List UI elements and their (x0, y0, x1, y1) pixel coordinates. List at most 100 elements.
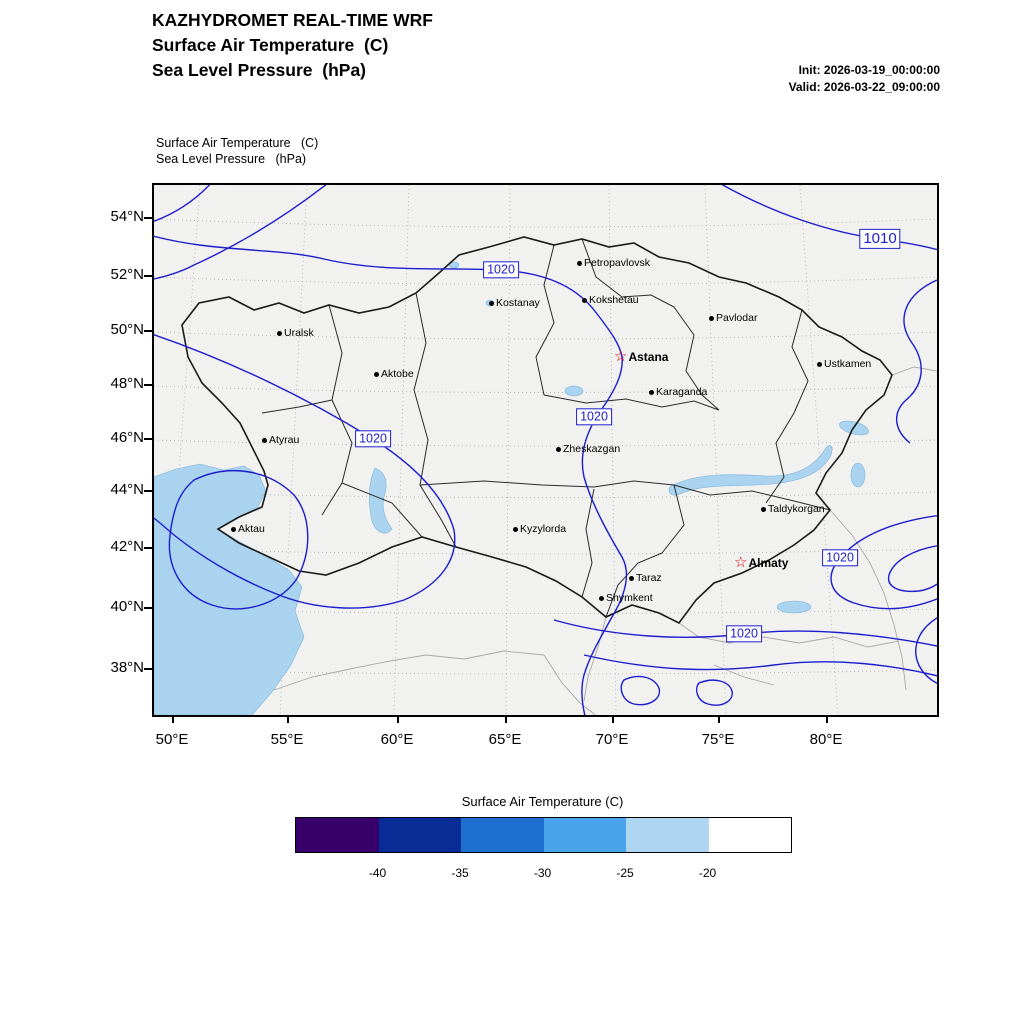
city-marker: Shymkent (599, 592, 653, 604)
city-label: Taraz (636, 572, 662, 584)
y-axis-tick (144, 275, 152, 277)
city-label: Aktau (238, 523, 265, 535)
city-label: Shymkent (606, 592, 653, 604)
capital-label: Almaty (748, 555, 789, 570)
lake-tengiz (564, 385, 584, 397)
map-overlay: Petropavlovsk Kostanay Kokshetau Pavlodar Ur… (154, 185, 937, 715)
city-marker: Karaganda (649, 386, 707, 398)
x-axis-tick (172, 715, 174, 723)
city-dot (582, 297, 587, 303)
y-axis-tick (144, 607, 152, 609)
capital-star-icon: ☆ (734, 553, 748, 571)
city-marker: Ustkamen (817, 358, 871, 370)
lake-issykkul (776, 600, 812, 614)
city-marker: Aktau (231, 523, 265, 535)
x-axis-tick (287, 715, 289, 723)
colorbar-segment (626, 818, 709, 852)
y-axis-tick (144, 668, 152, 670)
x-axis-label: 80°E (809, 731, 843, 748)
y-axis-label: 48°N (110, 375, 144, 392)
x-axis-tick (718, 715, 720, 723)
y-axis-label: 46°N (110, 429, 144, 446)
map-subtitle-pressure: Sea Level Pressure (hPa) (156, 152, 307, 167)
region-borders (262, 239, 830, 617)
neighbor-borders (274, 367, 937, 715)
lake-balkhash (669, 445, 832, 495)
colorbar-tick-label: -25 (616, 866, 634, 880)
x-axis-tick (612, 715, 614, 723)
map-frame: Petropavlovsk Kostanay Kokshetau Pavlodar Ur… (152, 183, 939, 717)
colorbar-segment (461, 818, 544, 852)
page-subtitle-temperature: Surface Air Temperature (C) (152, 34, 389, 55)
city-label: Petropavlovsk (584, 257, 650, 269)
contour-label: 1020 (576, 408, 612, 426)
page-subtitle-pressure: Sea Level Pressure (hPa) (152, 59, 366, 80)
city-label: Zheskazgan (563, 443, 621, 455)
lake-alakol (850, 462, 866, 488)
city-dot (513, 526, 518, 532)
map-canvas (154, 185, 937, 715)
city-dot (761, 506, 766, 512)
city-label: Kyzylorda (520, 523, 567, 535)
colorbar-segment (378, 818, 461, 852)
capital-marker: ☆ Astana (614, 349, 668, 364)
colorbar-segment (708, 818, 791, 852)
city-marker: Taldykorgan (761, 503, 825, 515)
caspian-sea (154, 464, 304, 715)
page-title: KAZHYDROMET REAL-TIME WRF (152, 10, 433, 30)
x-axis-label: 75°E (701, 731, 735, 748)
y-axis-tick (144, 438, 152, 440)
colorbar-tick-label: -35 (451, 866, 469, 880)
city-dot (374, 371, 379, 377)
city-marker: Uralsk (277, 327, 314, 339)
contour-label: 1010 (859, 228, 901, 250)
y-axis-label: 50°N (110, 321, 144, 338)
city-label: Uralsk (284, 327, 314, 339)
city-marker: Kyzylorda (513, 523, 566, 535)
y-axis-label: 42°N (110, 538, 144, 555)
city-label: Atyrau (269, 434, 300, 446)
city-marker: Atyrau (262, 434, 299, 446)
aral-sea (369, 468, 392, 533)
city-dot (556, 446, 561, 452)
contour-label: 1020 (483, 261, 519, 279)
city-dot (817, 361, 822, 367)
city-label: Karaganda (656, 386, 708, 398)
x-axis-label: 55°E (270, 731, 304, 748)
city-marker: Pavlodar (709, 312, 757, 324)
y-axis-label: 38°N (110, 659, 144, 676)
city-dot (629, 575, 634, 581)
city-marker: Taraz (629, 572, 662, 584)
map-subtitle-temperature: Surface Air Temperature (C) (156, 136, 319, 150)
x-axis-label: 70°E (595, 731, 629, 748)
capital-marker: ☆ Almaty (734, 555, 788, 570)
colorbar-bar (295, 817, 792, 853)
run-times: Init: 2026-03-19_00:00:00 Valid: 2026-03… (789, 62, 940, 97)
colorbar-tick-label: -30 (533, 866, 552, 880)
y-axis-tick (144, 384, 152, 386)
contour-label: 1020 (355, 430, 391, 448)
city-dot (649, 389, 654, 395)
x-axis-tick (505, 715, 507, 723)
city-label: Pavlodar (716, 312, 758, 324)
capital-label: Astana (628, 349, 669, 364)
colorbar-segment (543, 818, 626, 852)
contour-label: 1020 (822, 549, 858, 567)
city-dot (231, 526, 236, 532)
y-axis-tick (144, 490, 152, 492)
city-label: Taldykorgan (768, 503, 825, 515)
city-dot (277, 330, 282, 336)
y-axis-label: 44°N (110, 481, 144, 498)
x-axis-tick (397, 715, 399, 723)
colorbar-tick-label: -20 (698, 866, 717, 880)
y-axis-tick (144, 547, 152, 549)
city-marker: Zheskazgan (556, 443, 620, 455)
x-axis-label: 65°E (488, 731, 522, 748)
y-axis-tick (144, 330, 152, 332)
city-marker: Kokshetau (582, 294, 639, 306)
city-marker: Kostanay (489, 297, 540, 309)
city-dot (262, 437, 267, 443)
x-axis-tick (826, 715, 828, 723)
city-label: Kokshetau (589, 294, 639, 306)
